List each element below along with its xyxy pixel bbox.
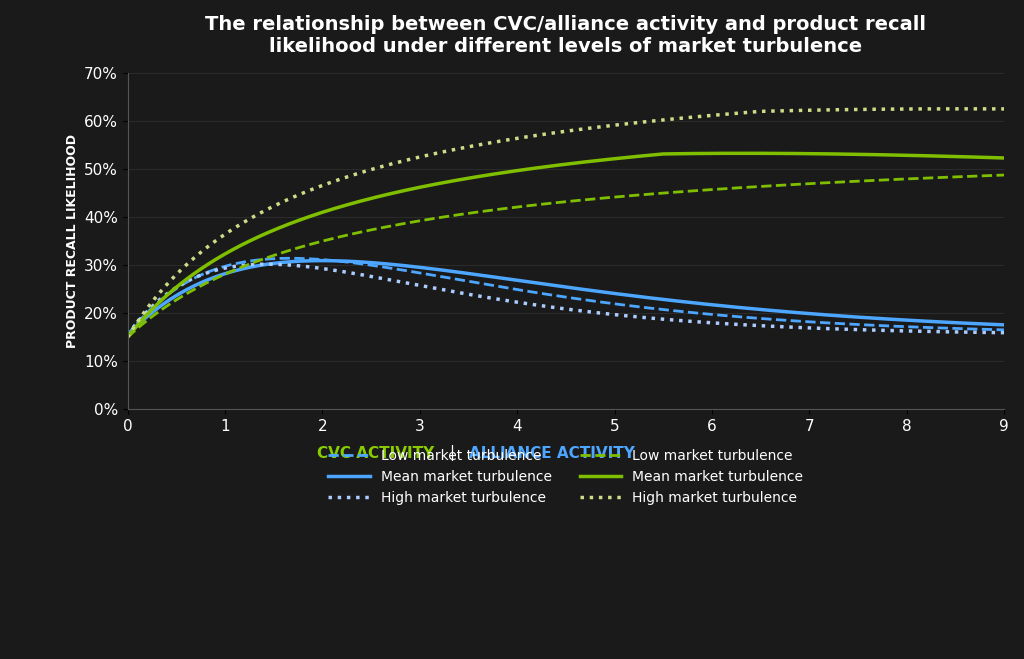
Mean market turbulence  — [538, 163, 550, 171]
Low market turbulence — [545, 291, 557, 299]
Mean market turbulence  — [643, 152, 655, 159]
Low market turbulence — [122, 331, 134, 339]
Line: Mean market turbulence: Mean market turbulence — [128, 260, 1005, 335]
Low market turbulence — [283, 254, 295, 262]
Low market turbulence  — [643, 190, 655, 198]
Line: High market turbulence: High market turbulence — [128, 264, 1005, 335]
Low market turbulence  — [122, 333, 134, 341]
High market turbulence  — [596, 123, 608, 130]
Mean market turbulence  — [738, 150, 751, 158]
High market turbulence — [540, 302, 552, 310]
Low market turbulence  — [998, 171, 1011, 179]
Low market turbulence — [645, 304, 657, 312]
Line: Low market turbulence : Low market turbulence — [128, 175, 1005, 337]
High market turbulence — [597, 310, 609, 318]
Mean market turbulence — [998, 321, 1011, 329]
Low market turbulence — [597, 299, 609, 306]
High market turbulence — [645, 314, 657, 322]
High market turbulence — [998, 329, 1011, 337]
Text: CVC ACTIVITY: CVC ACTIVITY — [317, 445, 434, 461]
Mean market turbulence  — [543, 162, 555, 170]
Legend: Low market turbulence, Mean market turbulence, High market turbulence, Low marke: Low market turbulence, Mean market turbu… — [323, 444, 809, 510]
High market turbulence  — [979, 105, 991, 113]
High market turbulence — [979, 328, 991, 336]
Low market turbulence — [540, 290, 552, 298]
Y-axis label: PRODUCT RECALL LIKELIHOOD: PRODUCT RECALL LIKELIHOOD — [67, 134, 79, 348]
Low market turbulence  — [977, 172, 989, 180]
Mean market turbulence — [645, 294, 657, 302]
High market turbulence  — [957, 105, 970, 113]
High market turbulence  — [538, 130, 550, 138]
Low market turbulence — [979, 326, 991, 333]
Text: ALLIANCE ACTIVITY: ALLIANCE ACTIVITY — [469, 445, 635, 461]
Mean market turbulence  — [842, 150, 854, 158]
Mean market turbulence — [597, 288, 609, 296]
High market turbulence  — [543, 130, 555, 138]
Mean market turbulence — [540, 280, 552, 288]
Title: The relationship between CVC/alliance activity and product recall
likelihood und: The relationship between CVC/alliance ac… — [206, 15, 927, 56]
Line: Low market turbulence: Low market turbulence — [128, 258, 1005, 335]
High market turbulence  — [643, 117, 655, 125]
Mean market turbulence  — [979, 154, 991, 161]
Mean market turbulence — [122, 331, 134, 339]
High market turbulence  — [840, 105, 852, 113]
Mean market turbulence — [842, 312, 854, 320]
Text: |: | — [450, 445, 455, 461]
Low market turbulence — [998, 326, 1011, 334]
Mean market turbulence — [316, 256, 329, 264]
Low market turbulence  — [538, 200, 550, 208]
Low market turbulence  — [543, 200, 555, 208]
Mean market turbulence  — [596, 156, 608, 164]
Low market turbulence — [842, 320, 854, 328]
High market turbulence  — [122, 333, 134, 341]
Line: Mean market turbulence : Mean market turbulence — [128, 154, 1005, 337]
High market turbulence — [122, 331, 134, 339]
High market turbulence — [260, 260, 272, 268]
High market turbulence — [842, 326, 854, 333]
High market turbulence  — [998, 105, 1011, 113]
Mean market turbulence — [979, 320, 991, 328]
Low market turbulence  — [596, 194, 608, 202]
Mean market turbulence  — [122, 333, 134, 341]
Line: High market turbulence : High market turbulence — [128, 109, 1005, 337]
Low market turbulence  — [840, 178, 852, 186]
High market turbulence — [545, 303, 557, 311]
Mean market turbulence  — [998, 154, 1011, 162]
Mean market turbulence — [545, 281, 557, 289]
